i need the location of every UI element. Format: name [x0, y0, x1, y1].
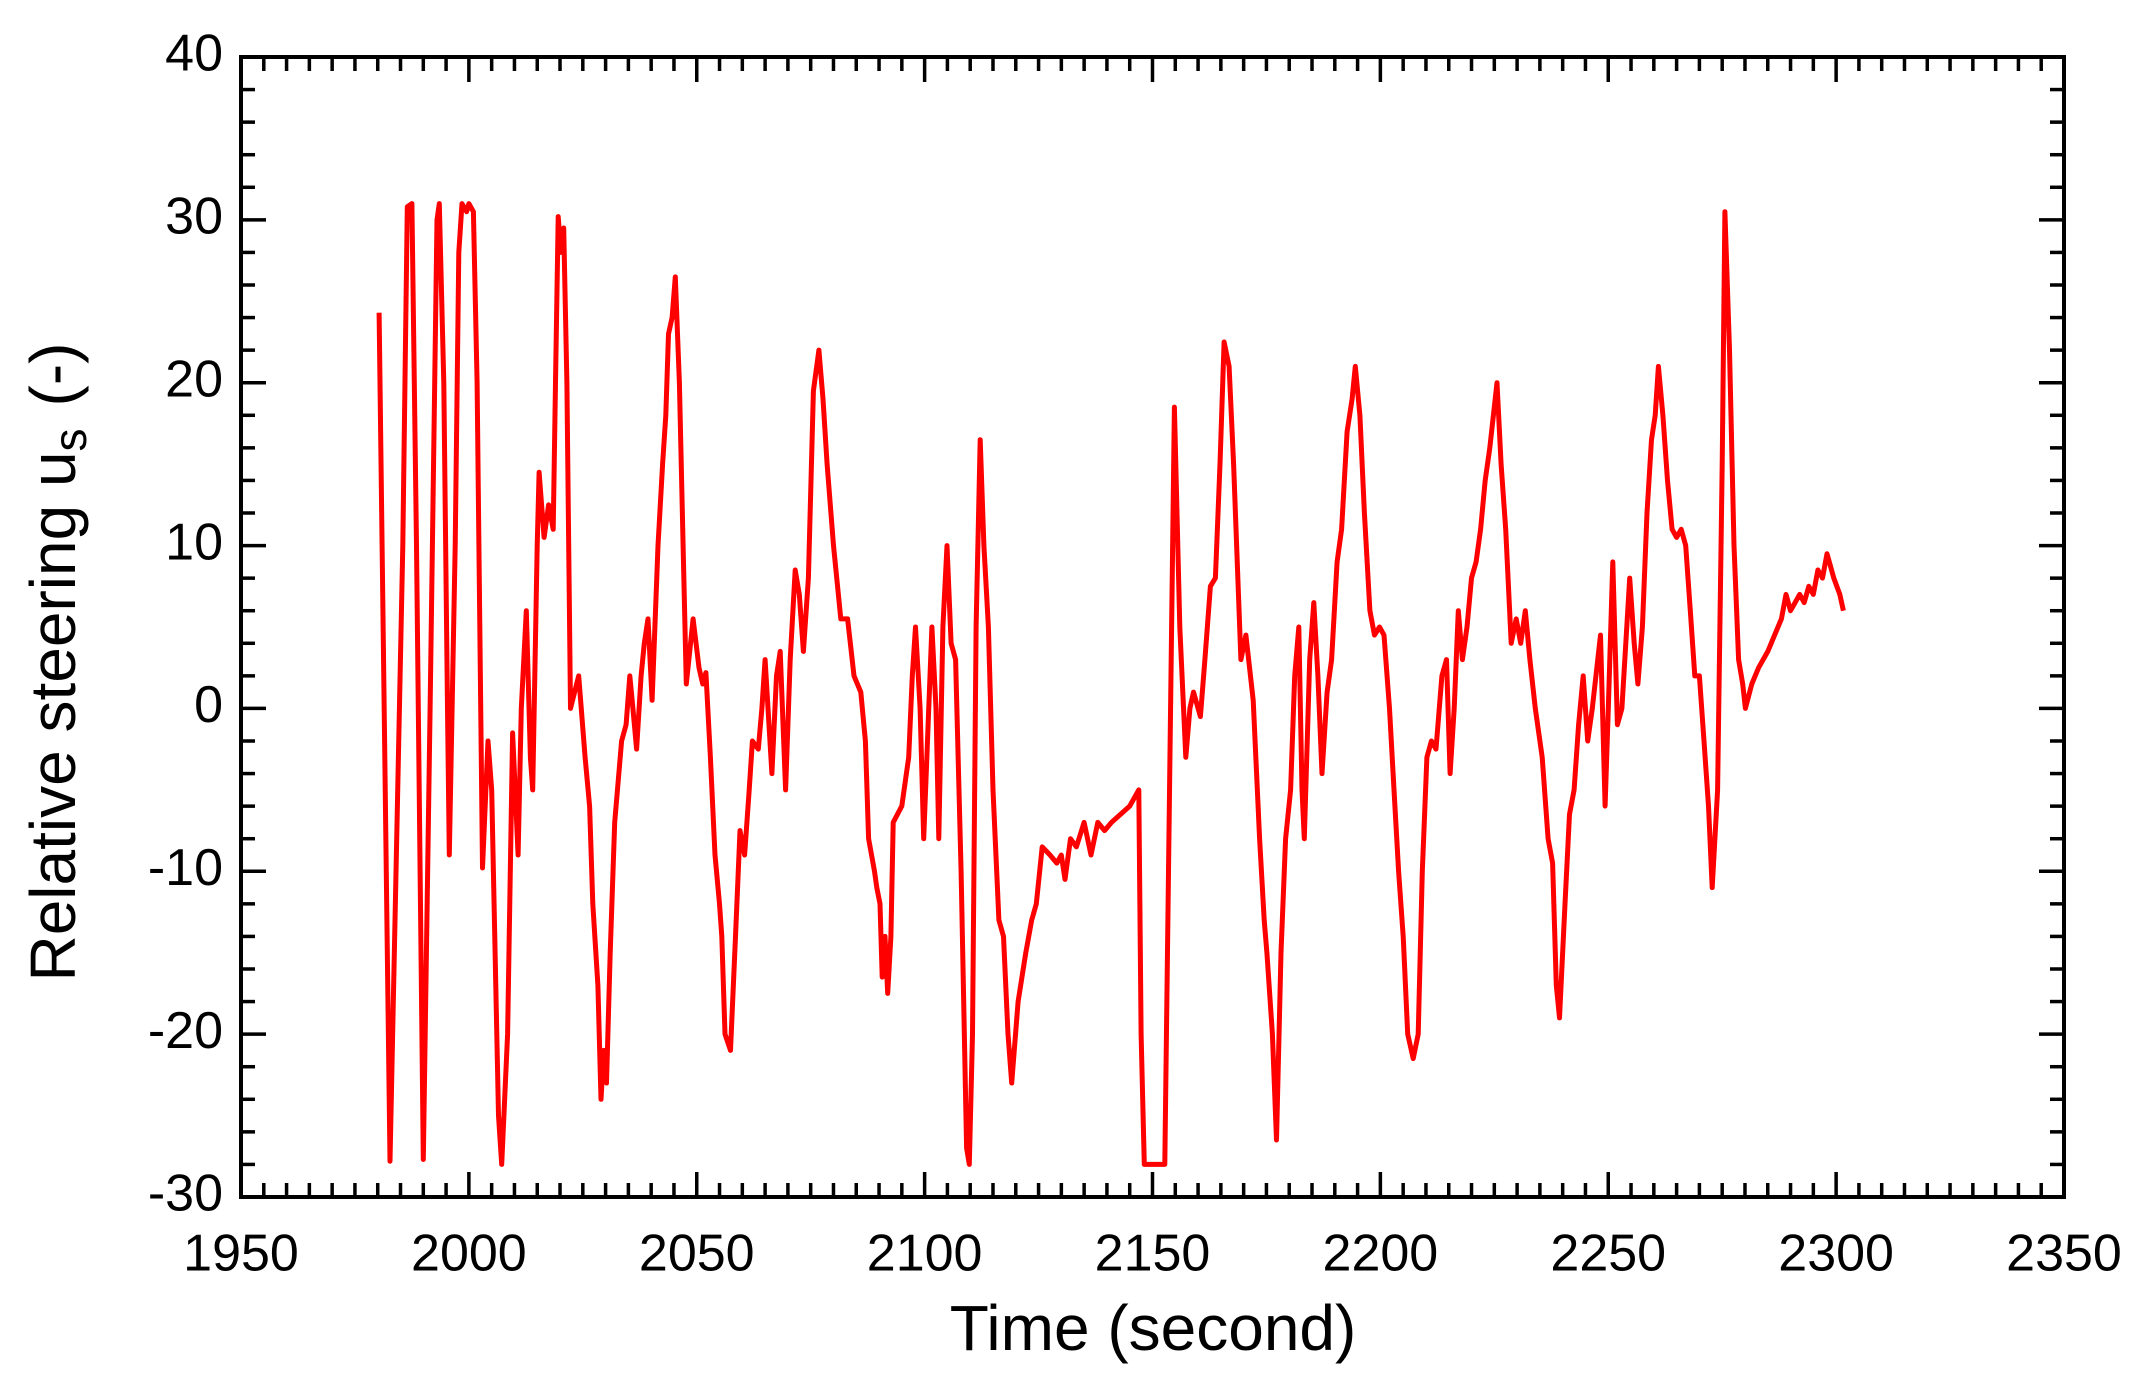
x-tick-label: 2000: [411, 1225, 527, 1283]
y-tick-label: 20: [165, 350, 223, 408]
y-tick-label: -30: [148, 1165, 223, 1223]
y-axis-title-sub: s: [44, 428, 96, 451]
x-tick-label: 2350: [2006, 1225, 2122, 1283]
x-tick-label: 2100: [867, 1225, 983, 1283]
data-line: [376, 201, 1846, 1167]
y-tick-label: 40: [165, 25, 223, 83]
x-tick-label: 2050: [639, 1225, 755, 1283]
x-tick-label: 2150: [1095, 1225, 1211, 1283]
x-tick-label: 2250: [1550, 1225, 1666, 1283]
x-tick-label: 2200: [1323, 1225, 1439, 1283]
x-axis-title: Time (second): [950, 1292, 1357, 1364]
y-tick-label: 0: [194, 676, 223, 734]
y-tick-label: 10: [165, 513, 223, 571]
x-tick-label: 2300: [1778, 1225, 1894, 1283]
x-tick-label: 1950: [183, 1225, 299, 1283]
plot-frame: [239, 55, 2066, 1199]
y-tick-label: 30: [165, 188, 223, 246]
y-tick-label: -10: [148, 839, 223, 897]
y-tick-label: -20: [148, 1002, 223, 1060]
y-axis-title: Relative steering us (-): [17, 343, 96, 982]
y-axis-title-main: Relative steering u: [17, 451, 89, 981]
y-axis-title-unit: (-): [17, 343, 89, 407]
